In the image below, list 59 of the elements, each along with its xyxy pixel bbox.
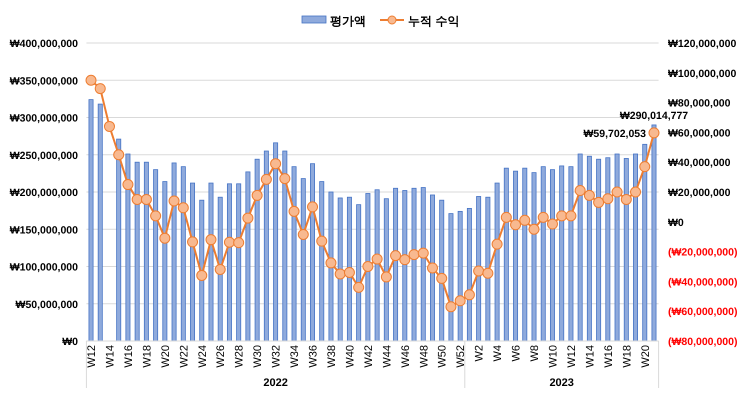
x-tick-label: W18 — [141, 345, 154, 368]
x-tick-label: W2 — [474, 345, 486, 362]
x-tick-label: W12 — [566, 345, 578, 368]
y2-tick-label: ₩100,000,000 — [668, 68, 736, 80]
y-tick-label: ₩300,000,000 — [10, 112, 78, 124]
y-tick-label: ₩150,000,000 — [10, 224, 78, 236]
x-tick-label: W8 — [529, 345, 542, 362]
x-tick-label: W42 — [362, 345, 375, 368]
y2-tick-label: ₩80,000,000 — [668, 98, 731, 110]
x-tick-label: W6 — [510, 345, 523, 362]
y2-tick-label: (₩40,000,000) — [668, 276, 738, 288]
y-tick-label: ₩100,000,000 — [10, 262, 78, 274]
x-tick-label: W14 — [104, 345, 116, 368]
legend-label: 누적 수익 — [408, 14, 460, 28]
y2-tick-label: ₩20,000,000 — [668, 187, 731, 199]
y-tick-label: ₩350,000,000 — [10, 75, 78, 88]
y2-tick-label: ₩0 — [668, 216, 684, 229]
x-tick-label: W46 — [400, 345, 412, 368]
x-tick-label: W48 — [418, 345, 430, 368]
x-tick-label: W10 — [547, 345, 560, 368]
y2-tick-label: ₩60,000,000 — [668, 127, 731, 140]
x-tick-label: W26 — [215, 345, 228, 368]
y2-tick-label: (₩60,000,000) — [668, 306, 738, 318]
y-tick-label: ₩200,000,000 — [10, 187, 78, 199]
x-tick-label: W38 — [326, 345, 338, 368]
x-tick-label: W40 — [344, 345, 356, 368]
x-tick-label: W12 — [86, 345, 98, 368]
y2-tick-label: (₩80,000,000) — [668, 336, 738, 348]
x-tick-label: W36 — [308, 345, 320, 368]
legend-label: 평가액 — [330, 14, 366, 28]
x-tick-label: W34 — [289, 345, 302, 368]
y-tick-label: ₩0 — [62, 336, 78, 348]
data-label: ₩59,702,053 — [584, 128, 646, 140]
x-tick-label: W14 — [584, 345, 596, 368]
x-tick-label: W44 — [381, 345, 394, 368]
y-tick-label: ₩400,000,000 — [10, 38, 78, 50]
x-tick-label: W4 — [492, 345, 504, 362]
x-tick-label: W16 — [602, 345, 615, 368]
y2-tick-label: ₩40,000,000 — [668, 157, 731, 170]
bar — [88, 99, 94, 342]
x-tick-label: W32 — [270, 345, 283, 368]
x-tick-label: W24 — [196, 345, 209, 368]
x-tick-label: W28 — [234, 345, 246, 368]
x-tick-label: W50 — [436, 345, 449, 368]
x-tick-label: W20 — [160, 345, 172, 368]
y2-tick-label: (₩20,000,000) — [668, 246, 738, 259]
y-tick-label: ₩250,000,000 — [10, 150, 78, 162]
x-tick-label: W16 — [122, 345, 135, 368]
text: 2022 — [263, 377, 288, 389]
x-tick-label: W30 — [252, 345, 264, 368]
data-label: ₩290,014,777 — [620, 110, 688, 122]
y-tick-label: ₩50,000,000 — [16, 298, 78, 311]
y2-tick-label: ₩120,000,000 — [668, 38, 736, 50]
x-tick-label: W22 — [178, 345, 190, 368]
x-tick-label: W18 — [621, 345, 634, 368]
bar — [98, 104, 103, 342]
x-tick-label: W52 — [455, 345, 468, 368]
x-tick-label: W20 — [640, 345, 652, 368]
text: 2023 — [549, 377, 574, 389]
